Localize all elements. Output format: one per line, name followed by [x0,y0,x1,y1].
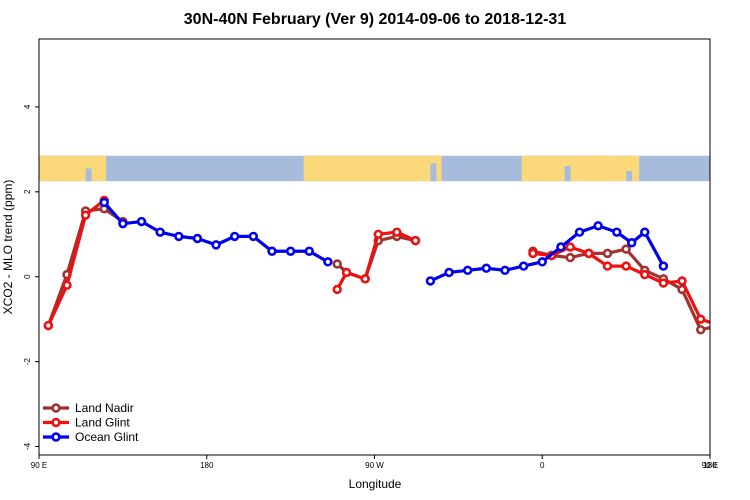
data-point [373,229,383,239]
data-point [174,231,184,242]
map-land [579,155,617,182]
data-point [627,238,637,248]
data-point [392,227,402,237]
data-point [716,322,723,329]
data-point [80,210,91,220]
data-point [565,242,575,252]
data-point [99,197,109,208]
data-point [285,246,296,256]
data-point [43,320,54,331]
data-point [537,257,547,267]
map-land [616,155,640,182]
data-point [612,227,622,237]
legend-label: Land Glint [75,416,130,430]
data-point [658,278,669,288]
data-point [593,221,603,231]
data-point [640,227,650,237]
series-line [335,230,417,291]
map-land [94,155,107,182]
map-coast-notch [85,168,92,182]
data-point [341,267,352,278]
data-point [230,231,240,242]
y-tick-label: -2 [23,358,32,366]
x-tick-label: 90 W [365,461,384,470]
data-point [62,280,72,290]
y-tick-label: 0 [23,274,32,279]
y-tick-label: 2 [23,189,32,194]
data-point [192,233,203,244]
series-line [532,245,710,325]
data-point [556,242,566,252]
series-layer [43,195,742,335]
data-point [735,271,742,278]
x-tick-label: 90 E [31,461,47,470]
data-point [304,246,314,256]
world-map-strip [39,155,750,182]
x-tick-label: 0 [540,461,545,470]
map-coast-notch [564,165,571,182]
data-point [518,261,529,271]
y-axis-label: XCO2 - MLO trend (ppm) [1,180,15,315]
series-land-glint [43,195,742,331]
series-ocean-glint [99,197,669,286]
data-point [248,231,259,242]
x-tick-label: 90 E [702,461,718,470]
y-tick-label: -4 [23,442,32,450]
data-point [574,227,585,237]
map-land [303,155,442,182]
data-point [444,267,454,278]
data-point [136,216,147,227]
y-tick-label: 4 [23,104,32,109]
data-point [695,314,706,324]
data-point [425,276,436,286]
legend-label: Ocean Glint [75,430,139,444]
data-point [658,261,669,271]
map-land [710,156,750,181]
series-land-nadir [43,204,742,335]
map-coast-notch [626,171,633,182]
data-point [500,265,510,276]
data-point [735,282,742,289]
data-point [118,218,128,229]
series-line [46,207,124,327]
legend-marker [51,403,61,413]
data-point [360,274,370,284]
data-point [323,257,333,267]
data-point [462,265,473,276]
data-point [332,259,342,269]
legend-label: Land Nadir [75,401,134,415]
x-tick-label: 180 [703,461,717,470]
legend-marker [51,417,61,428]
data-point [155,227,165,237]
data-point [677,276,687,286]
y-axis: -4 -2 0 2 4 [23,104,39,450]
series-line [46,199,106,327]
data-point [602,261,613,271]
data-point [621,244,631,254]
data-point [602,248,613,259]
data-point [584,248,594,259]
chart-title: 30N-40N February (Ver 9) 2014-09-06 to 2… [184,11,567,28]
legend-marker [51,432,61,442]
data-point [640,269,650,280]
x-axis-label: Longitude [349,477,402,491]
data-point [267,246,277,256]
data-point [332,284,342,295]
data-point [716,322,723,329]
data-point [695,325,706,335]
data-point [410,235,421,246]
data-point [565,252,575,263]
data-point [528,248,538,259]
x-tick-label: 180 [200,461,214,470]
data-point [481,263,492,273]
data-point [621,261,631,271]
map-coast-notch [430,163,437,182]
data-point [211,240,221,250]
